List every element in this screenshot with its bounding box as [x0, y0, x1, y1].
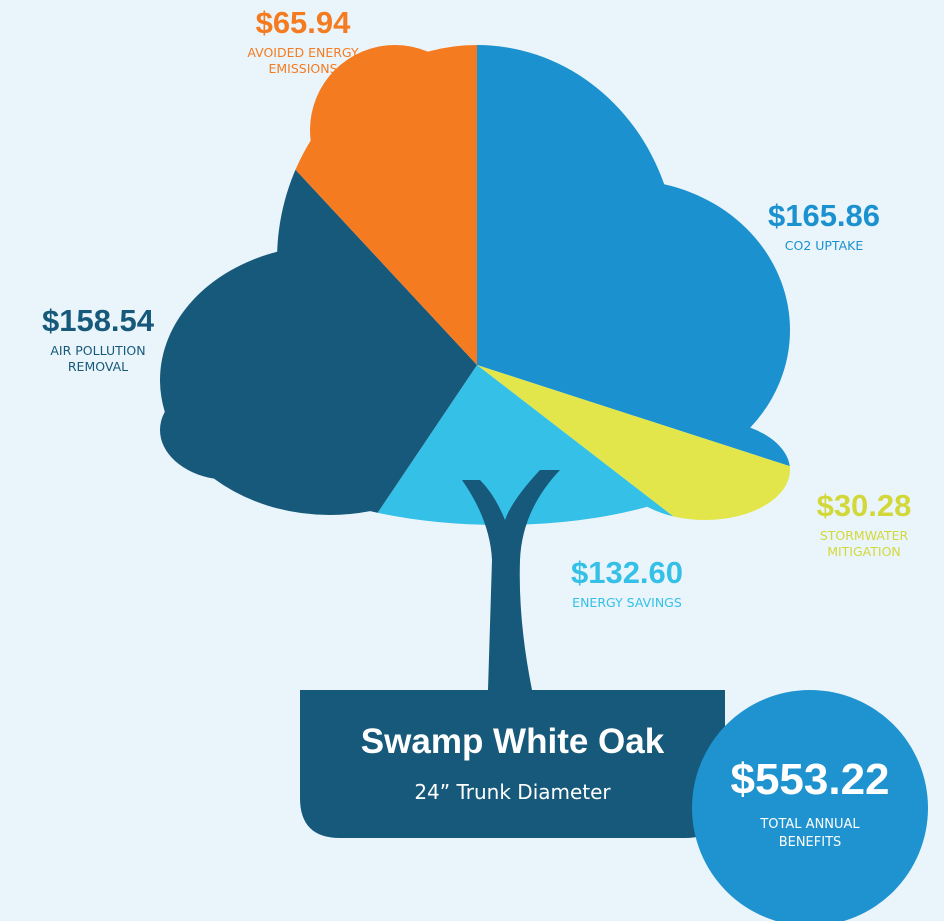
slice-label: $165.86 CO2 UPTAKE	[724, 198, 924, 254]
value-label: $30.28	[764, 488, 944, 524]
value-label: $158.54	[0, 303, 198, 339]
infographic: Swamp White Oak 24” Trunk Diameter $553.…	[0, 0, 944, 921]
title-plate	[300, 690, 725, 838]
category-label: CO2 UPTAKE	[749, 238, 899, 254]
subtitle: 24” Trunk Diameter	[300, 780, 725, 804]
total-caption: TOTAL ANNUAL BENEFITS	[750, 816, 870, 852]
total-value: $553.22	[692, 755, 928, 805]
slice-label: $65.94 AVOIDED ENERGY EMISSIONS	[203, 5, 403, 77]
category-label: AVOIDED ENERGY EMISSIONS	[228, 45, 378, 77]
title: Swamp White Oak	[300, 722, 725, 762]
category-label: AIR POLLUTION REMOVAL	[23, 343, 173, 375]
slice-label: $158.54 AIR POLLUTION REMOVAL	[0, 303, 198, 375]
slice-label: $132.60 ENERGY SAVINGS	[527, 555, 727, 611]
value-label: $132.60	[527, 555, 727, 591]
category-label: STORMWATER MITIGATION	[789, 528, 939, 560]
value-label: $65.94	[203, 5, 403, 41]
value-label: $165.86	[724, 198, 924, 234]
category-label: ENERGY SAVINGS	[552, 595, 702, 611]
slice-label: $30.28 STORMWATER MITIGATION	[764, 488, 944, 560]
total-circle	[692, 690, 928, 921]
